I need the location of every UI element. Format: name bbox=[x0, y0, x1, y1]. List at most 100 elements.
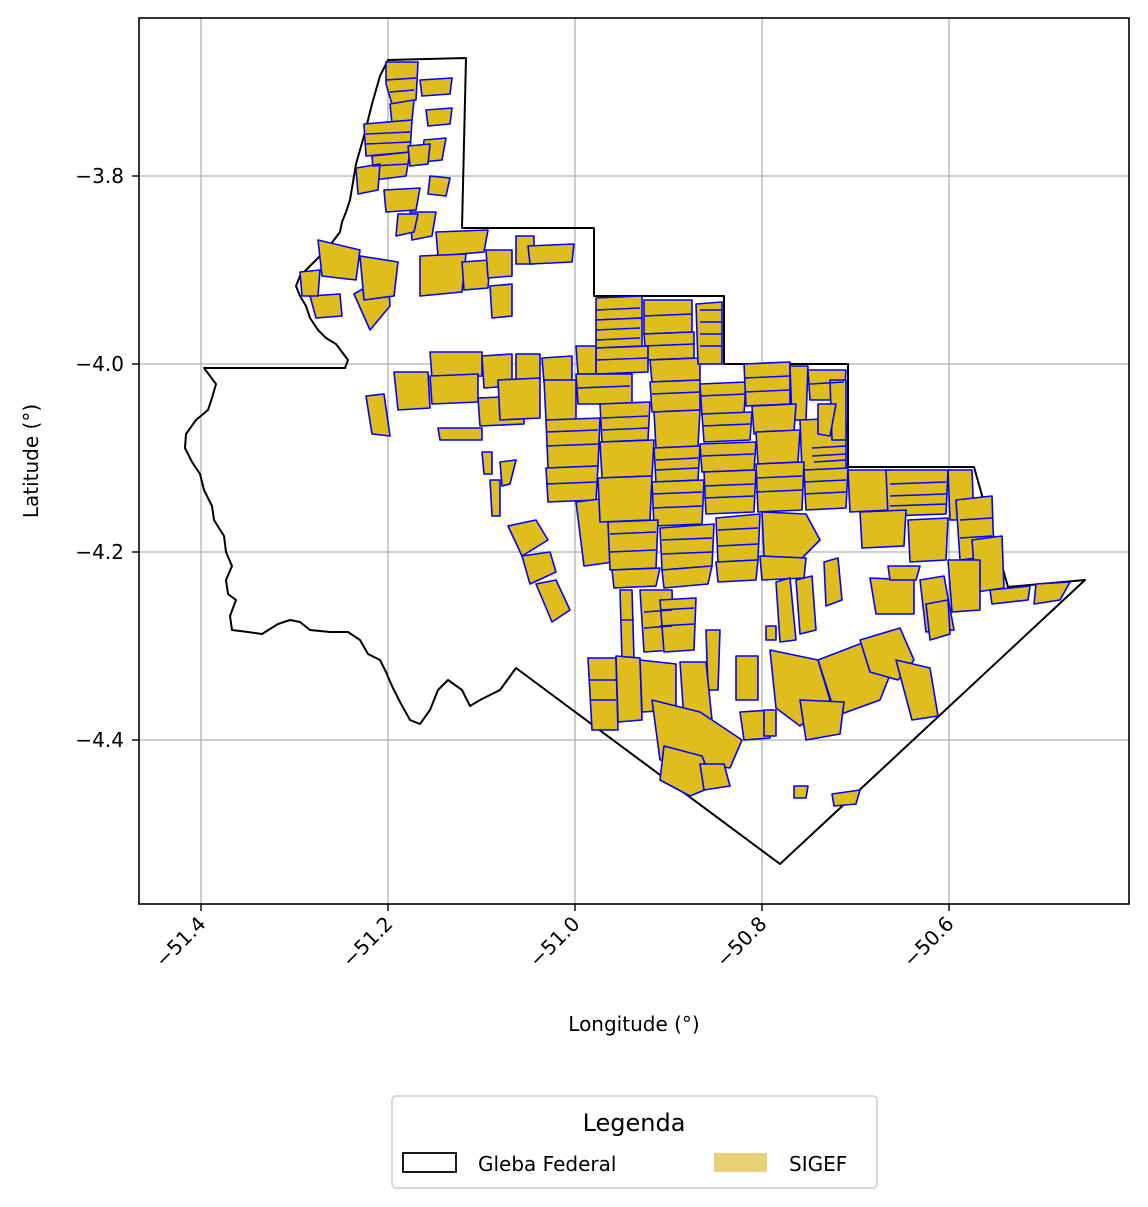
sigef-parcel bbox=[419, 77, 453, 97]
sigef-parcel bbox=[947, 559, 981, 613]
sigef-parcel bbox=[803, 467, 849, 511]
sigef-parcel bbox=[859, 509, 907, 549]
sigef-parcel bbox=[699, 441, 757, 473]
sigef-parcel bbox=[643, 299, 693, 335]
sigef-parcel bbox=[907, 517, 949, 563]
sigef-parcel bbox=[535, 579, 571, 623]
sigef-parcel-border bbox=[655, 457, 699, 461]
sigef-parcel-border bbox=[365, 131, 411, 135]
y-tick-label: −4.0 bbox=[75, 352, 124, 376]
sigef-parcel bbox=[363, 119, 413, 157]
sigef-parcel bbox=[659, 523, 715, 571]
sigef-parcel-border bbox=[811, 453, 847, 457]
sigef-parcel bbox=[763, 709, 777, 737]
sigef-parcel bbox=[793, 785, 809, 799]
sigef-parcel bbox=[575, 345, 597, 375]
sigef-parcel bbox=[649, 379, 701, 413]
sigef-parcel bbox=[799, 699, 845, 741]
sigef-parcel bbox=[507, 519, 549, 557]
sigef-parcel bbox=[735, 655, 759, 701]
sigef-parcel-border bbox=[545, 481, 597, 485]
sigef-parcel-border bbox=[803, 479, 847, 483]
legend-swatch-sigef bbox=[714, 1153, 767, 1172]
y-tick-label: −3.8 bbox=[75, 164, 124, 188]
sigef-parcel bbox=[527, 243, 575, 265]
sigef-parcel bbox=[607, 519, 659, 571]
sigef-parcel-border bbox=[643, 625, 673, 629]
sigef-parcel-border bbox=[609, 549, 657, 553]
sigef-parcel-border bbox=[743, 389, 791, 393]
sigef-parcel bbox=[365, 393, 391, 437]
sigef-parcel bbox=[925, 599, 951, 641]
sigef-parcel bbox=[499, 459, 517, 487]
sigef-parcel bbox=[701, 411, 753, 443]
legend-swatch-gleba-federal bbox=[402, 1152, 457, 1173]
sigef-parcel-border bbox=[743, 375, 791, 379]
sigef-parcel bbox=[543, 379, 577, 421]
sigef-parcel bbox=[795, 575, 817, 635]
sigef-parcel bbox=[817, 403, 837, 437]
y-axis-label: Latitude (°) bbox=[19, 404, 43, 518]
sigef-parcel bbox=[695, 301, 723, 365]
sigef-parcel bbox=[355, 163, 381, 195]
sigef-parcel bbox=[437, 427, 483, 441]
sigef-parcel bbox=[407, 143, 431, 167]
sigef-parcel bbox=[653, 445, 701, 483]
sigef-parcel-border bbox=[701, 453, 755, 457]
sigef-parcel bbox=[615, 655, 643, 723]
sigef-parcel-border bbox=[601, 427, 649, 431]
sigef-parcel bbox=[461, 259, 491, 291]
sigef-parcel-border bbox=[595, 357, 649, 361]
sigef-parcel bbox=[429, 351, 483, 379]
sigef-parcel bbox=[599, 401, 651, 443]
tick-marks bbox=[132, 175, 950, 911]
sigef-parcel bbox=[885, 469, 949, 517]
x-axis-label: Longitude (°) bbox=[568, 1012, 699, 1036]
sigef-parcel bbox=[699, 381, 747, 417]
sigef-parcel bbox=[755, 461, 805, 513]
legend-label-sigef: SIGEF bbox=[789, 1152, 847, 1176]
sigef-parcel-border bbox=[609, 531, 657, 535]
sigef-parcel bbox=[611, 567, 661, 589]
sigef-parcel-border bbox=[811, 445, 847, 449]
sigef-parcel-border bbox=[701, 423, 751, 427]
sigef-parcel bbox=[435, 229, 489, 257]
sigef-parcel bbox=[761, 511, 821, 561]
sigef-parcel bbox=[359, 255, 399, 301]
sigef-parcel-border bbox=[889, 493, 947, 497]
legend: Legenda Gleba Federal SIGEF bbox=[391, 1095, 878, 1189]
sigef-parcel bbox=[755, 429, 801, 465]
sigef-parcel bbox=[715, 513, 761, 563]
sigef-parcel-border bbox=[803, 491, 847, 495]
sigef-parcel-border bbox=[755, 475, 803, 479]
sigef-parcel bbox=[497, 377, 541, 421]
y-tick-label: −4.2 bbox=[75, 540, 124, 564]
sigef-parcel bbox=[831, 789, 861, 807]
sigef-parcel bbox=[481, 451, 493, 475]
sigef-parcel bbox=[383, 187, 421, 213]
sigef-parcel bbox=[385, 61, 419, 105]
sigef-parcel bbox=[545, 417, 601, 469]
axes-frame bbox=[138, 17, 1130, 905]
sigef-parcel-border bbox=[643, 313, 693, 317]
sigef-parcel bbox=[823, 557, 843, 607]
legend-label-gleba-federal: Gleba Federal bbox=[478, 1152, 616, 1176]
sigef-parcel bbox=[765, 625, 777, 641]
sigef-parcel bbox=[587, 657, 619, 731]
sigef-parcel bbox=[703, 469, 757, 515]
sigef-parcel bbox=[847, 469, 893, 513]
sigef-parcel-border bbox=[595, 307, 641, 311]
sigef-parcel-border bbox=[889, 481, 947, 485]
gleba-federal-boundary bbox=[184, 57, 1086, 865]
sigef-parcel-border bbox=[809, 381, 845, 385]
sigef-parcel-border bbox=[577, 385, 631, 389]
sigef-parcel bbox=[317, 239, 361, 281]
sigef-parcel-border bbox=[601, 415, 649, 419]
sigef-parcel bbox=[895, 659, 939, 721]
sigef-parcel-border bbox=[595, 337, 641, 341]
legend-title: Legenda bbox=[583, 1109, 686, 1137]
sigef-parcel bbox=[661, 565, 713, 589]
sigef-parcel-border bbox=[643, 343, 695, 347]
sigef-parcel bbox=[541, 355, 573, 383]
